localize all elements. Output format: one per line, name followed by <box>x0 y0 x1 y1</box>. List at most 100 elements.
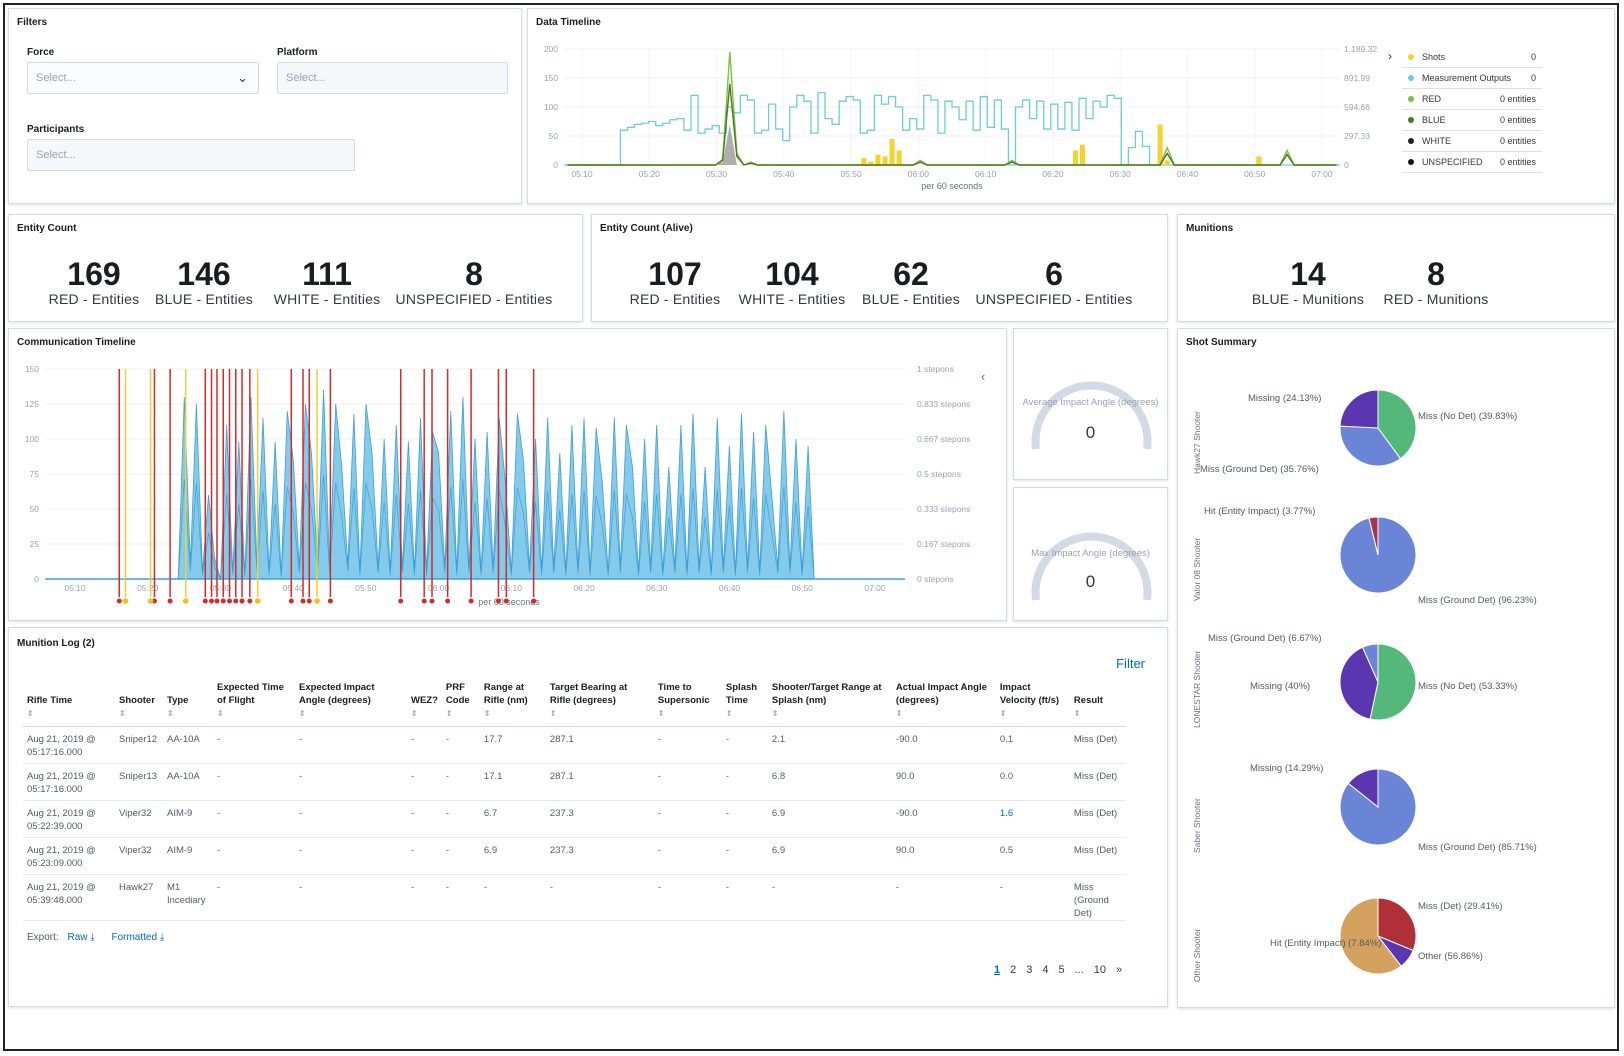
y-tick-label: 50 <box>30 504 40 514</box>
white-area <box>567 124 1337 165</box>
legend-item[interactable]: Shots 0 <box>1402 47 1542 68</box>
column-header[interactable]: Time to Supersonic ⇕ <box>653 678 722 727</box>
legend-toggle-icon[interactable]: › <box>1388 49 1392 63</box>
export-label: Export: <box>27 932 59 943</box>
red-marker-icon <box>239 598 245 604</box>
column-header[interactable]: Shooter/Target Range at Splash (nm) ⇕ <box>767 678 892 727</box>
collapse-icon[interactable]: ‹ <box>981 369 986 384</box>
legend-name: UNSPECIFIED <box>1422 157 1483 167</box>
munitions-panel: Munitions 14 BLUE - Munitions 8 RED - Mu… <box>1177 214 1615 322</box>
data-timeline-chart[interactable]: 0 0 50 297.33 100 594.66 150 891.99 200 1,189.32 0… <box>528 9 1398 204</box>
x-tick-label: 06:10 <box>975 169 997 179</box>
table-cell: - <box>653 726 722 764</box>
force-select[interactable]: Select... ⌄ <box>27 62 259 94</box>
y-tick-label: 25 <box>30 539 40 549</box>
table-row[interactable]: Aug 21, 2019 @ 05:17:16.000 Sniper13 AA-10… <box>23 763 1126 801</box>
table-cell: - <box>407 837 442 875</box>
page-button[interactable]: 3 <box>1026 964 1033 976</box>
column-header[interactable]: Splash Time ⇕ <box>721 678 768 727</box>
red-marker-icon <box>327 598 333 604</box>
red-marker-icon <box>445 598 451 604</box>
export-formatted-link[interactable]: Formatted ⤓ <box>111 932 164 943</box>
gauge-label: Average Impact Angle (degrees) <box>1022 397 1159 408</box>
gauge-arc <box>1031 532 1152 601</box>
column-header-label: Expected Time of Flight <box>217 682 284 706</box>
dashboard-frame: Filters Force Select... ⌄ Platform Selec… <box>3 3 1619 1051</box>
filter-button[interactable]: Filter <box>1116 656 1145 671</box>
table-cell: - <box>295 800 407 838</box>
page-button[interactable]: 2 <box>1010 964 1017 976</box>
next-page-button[interactable]: » <box>1116 964 1123 976</box>
pie-chart[interactable] <box>1178 329 1615 1008</box>
legend-item[interactable]: UNSPECIFIED 0 entities <box>1402 152 1542 173</box>
table-row[interactable]: Aug 21, 2019 @ 05:17:16.000 Sniper12 AA-10… <box>23 726 1126 764</box>
metric-unspecified-entities: 8 UNSPECIFIED - Entities <box>394 257 554 307</box>
participants-select[interactable]: Select... <box>27 139 355 171</box>
page-button[interactable]: 10 <box>1093 964 1107 976</box>
legend-item[interactable]: BLUE 0 entities <box>1402 110 1542 131</box>
x-tick-label: 06:20 <box>1042 169 1064 179</box>
y-tick-label: 75 <box>30 469 40 479</box>
shot-summary-panel: Shot Summary Hawk27 Shooter Miss (No Det)… <box>1177 328 1615 1008</box>
table-cell: Miss (Ground Det) <box>1069 874 1126 921</box>
column-header[interactable]: Result ⇕ <box>1069 678 1126 727</box>
pagination: 1 2 3 4 5... 10 » <box>989 960 1127 978</box>
pie-slice-label: Miss (Ground Det) (96.23%) <box>1418 595 1537 606</box>
x-tick-label: 06:50 <box>1244 169 1266 179</box>
page-button[interactable]: 5 <box>1058 964 1065 976</box>
red-marker-icon <box>288 598 294 604</box>
legend-dot-icon <box>1408 159 1414 165</box>
export-raw-link[interactable]: Raw ⤓ <box>67 932 94 943</box>
table-cell: - <box>441 763 480 801</box>
legend-name: Measurement Outputs <box>1422 73 1512 83</box>
column-header[interactable]: Expected Impact Angle (degrees) ⇕ <box>295 678 407 727</box>
table-cell: - <box>891 874 996 921</box>
sort-icon: ⇕ <box>411 709 418 718</box>
table-cell: 287.1 <box>545 763 654 801</box>
column-header[interactable]: PRF Code ⇕ <box>441 678 480 727</box>
pie-chart[interactable] <box>1178 329 1615 1008</box>
table-cell: 6.8 <box>767 763 892 801</box>
legend-name: BLUE <box>1422 115 1446 125</box>
comm-area <box>45 389 905 580</box>
legend-item[interactable]: RED 0 entities <box>1402 89 1542 110</box>
table-cell: 90.0 <box>891 763 996 801</box>
column-header[interactable]: Actual Impact Angle (degrees) ⇕ <box>891 678 996 727</box>
table-row[interactable]: Aug 21, 2019 @ 05:23:09.000 Viper32 AIM-9-… <box>23 837 1126 875</box>
column-header[interactable]: WEZ? ⇕ <box>407 678 442 727</box>
comm-inner-line <box>45 475 905 581</box>
y-tick-label: 100 <box>544 102 558 112</box>
column-header[interactable]: Target Bearing at Rifle (degrees) ⇕ <box>545 678 654 727</box>
column-header[interactable]: Range at Rifle (nm) ⇕ <box>479 678 546 727</box>
table-row[interactable]: Aug 21, 2019 @ 05:22:39.000 Viper32 AIM-9-… <box>23 800 1126 838</box>
metric-blue-munitions: 14 BLUE - Munitions <box>1248 257 1368 307</box>
comm-timeline-chart[interactable]: 0 0 stepons 25 0.167 stepons 50 0.333 stepons… <box>9 329 1007 621</box>
munitions-title: Munitions <box>1186 223 1234 234</box>
column-header[interactable]: Shooter ⇕ <box>115 678 163 727</box>
pie-chart[interactable] <box>1178 329 1615 1008</box>
page-button[interactable]: 4 <box>1042 964 1049 976</box>
gauge-value: 0 <box>1085 423 1096 442</box>
column-header[interactable]: Expected Time of Flight ⇕ <box>213 678 295 727</box>
x-tick-label: 06:40 <box>719 583 741 593</box>
metric-alive-unspecified: 6 UNSPECIFIED - Entities <box>974 257 1134 307</box>
legend-item[interactable]: Measurement Outputs 0 <box>1402 68 1542 89</box>
legend-item[interactable]: WHITE 0 entities <box>1402 131 1542 152</box>
pie-chart[interactable] <box>1178 329 1615 1008</box>
red-line <box>567 51 1337 166</box>
page-button[interactable]: 1 <box>994 964 1001 976</box>
table-cell: - <box>441 726 480 764</box>
metric-value: 107 <box>648 256 702 292</box>
x-tick-label: 06:10 <box>501 583 523 593</box>
table-row[interactable]: Aug 21, 2019 @ 05:39:48.000 Hawk27 M1 Ince… <box>23 874 1126 921</box>
platform-select[interactable]: Select... <box>277 62 508 94</box>
pie-slice <box>1347 768 1379 809</box>
column-header[interactable]: Rifle Time ⇕ <box>23 678 115 727</box>
y2-tick-label: 297.33 <box>1344 131 1370 141</box>
legend-value: 0 <box>1530 52 1536 62</box>
metric-alive-red: 107 RED - Entities <box>620 257 730 307</box>
column-header[interactable]: Impact Velocity (ft/s) ⇕ <box>995 678 1070 727</box>
column-header[interactable]: Type ⇕ <box>163 678 213 727</box>
pie-chart[interactable] <box>1178 329 1615 1008</box>
y2-tick-label: 0.5 stepons <box>917 469 961 479</box>
